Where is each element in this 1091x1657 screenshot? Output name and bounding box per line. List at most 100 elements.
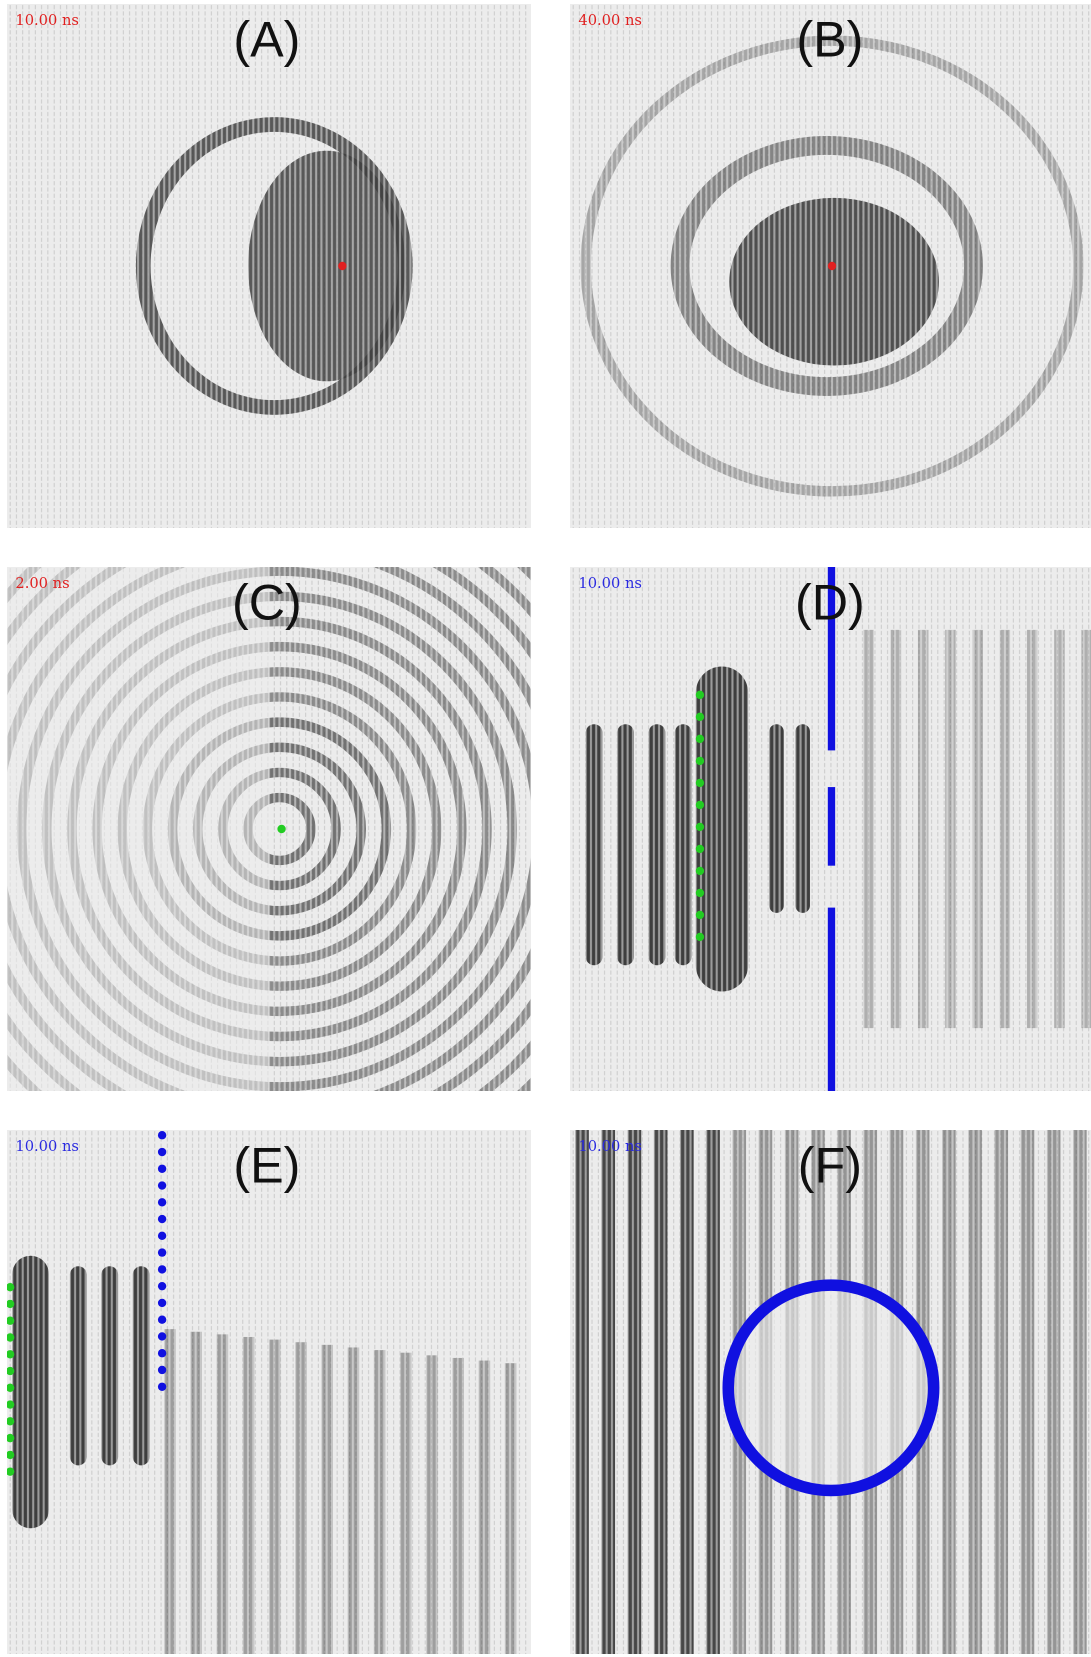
- wave-band: [575, 1130, 589, 1654]
- wave-band: [1026, 629, 1038, 1029]
- source: [7, 1400, 15, 1409]
- source: [7, 1450, 15, 1460]
- source: [695, 756, 705, 766]
- barrier-dot: [157, 1248, 167, 1257]
- panel: 10.00 ns (A): [7, 4, 531, 528]
- source: [7, 1299, 15, 1309]
- source: [7, 1417, 15, 1426]
- wave-band: [242, 1336, 255, 1654]
- source: [695, 822, 705, 832]
- wave-band: [648, 724, 666, 966]
- barrier-dot: [157, 1332, 167, 1341]
- field: [580, 35, 1084, 497]
- wave-band: [1054, 629, 1065, 1029]
- panel-label: (F): [798, 1136, 862, 1193]
- barrier-dot: [157, 1181, 167, 1190]
- panel-label: (A): [233, 10, 300, 67]
- wave-band: [295, 1342, 307, 1654]
- wave-band: [400, 1352, 412, 1654]
- wave-band: [585, 724, 603, 966]
- wave-band: [504, 1363, 517, 1654]
- barrier-dot: [157, 1382, 167, 1391]
- wave-band: [945, 629, 956, 1029]
- panel-label: (C): [232, 573, 302, 630]
- wave-band: [695, 666, 749, 992]
- barrier-dot: [157, 1198, 167, 1207]
- barrier-dot: [157, 1365, 167, 1375]
- wave-band: [994, 1130, 1009, 1654]
- source: [695, 844, 705, 854]
- barrier-dot: [157, 1164, 167, 1173]
- wave-band: [1046, 1130, 1061, 1654]
- barrier-dot: [157, 1265, 167, 1274]
- time-label: 10.00 ns: [578, 1138, 642, 1155]
- wave-band: [321, 1344, 333, 1654]
- source: [7, 1467, 15, 1476]
- wave-band: [190, 1331, 202, 1654]
- wave-band: [769, 724, 784, 913]
- source: [695, 888, 705, 898]
- barrier-dot: [157, 1349, 167, 1358]
- panel-label: (D): [795, 573, 865, 630]
- source: [695, 866, 705, 876]
- wave-band: [942, 1130, 956, 1654]
- time-label: 10.00 ns: [578, 575, 642, 592]
- wave-band: [132, 1266, 150, 1466]
- wave-band: [12, 1255, 49, 1529]
- wave-band: [69, 1266, 87, 1466]
- wave-band: [653, 1130, 668, 1654]
- barrier-dot: [157, 1131, 167, 1140]
- field: [7, 567, 531, 1091]
- wave-band: [101, 1266, 119, 1466]
- wave-band: [426, 1355, 438, 1654]
- panel: 40.00 ns (B): [570, 4, 1091, 528]
- fade: [7, 567, 269, 1091]
- wave-band: [968, 1130, 982, 1654]
- wave-band: [216, 1334, 229, 1654]
- wave-band: [917, 629, 929, 1029]
- barrier-dot: [157, 1231, 167, 1241]
- source: [7, 1333, 15, 1342]
- wall: [827, 907, 836, 1091]
- source: [7, 1366, 15, 1376]
- barrier-dot: [157, 1315, 167, 1324]
- panel: 10.00 ns (D): [570, 567, 1091, 1091]
- dark-region: [248, 150, 406, 382]
- wave-band: [680, 1130, 694, 1654]
- source: [7, 1316, 15, 1325]
- wave-band: [1073, 1130, 1087, 1654]
- source: [7, 1350, 15, 1359]
- panel: 10.00 ns (F): [570, 1130, 1091, 1654]
- wave-band: [627, 1130, 642, 1654]
- barrier-dot: [157, 1147, 167, 1157]
- source: [695, 734, 705, 744]
- source: [695, 932, 705, 942]
- barrier-dot: [157, 1214, 167, 1224]
- source: [277, 824, 286, 834]
- field: [585, 567, 1091, 1091]
- barrier-dot: [157, 1281, 167, 1291]
- source: [338, 261, 347, 271]
- wave-band: [863, 629, 874, 1029]
- wave-band: [601, 1130, 616, 1654]
- panel-label: (E): [233, 1136, 300, 1193]
- field: [135, 117, 413, 415]
- source: [7, 1433, 15, 1443]
- wave-band: [890, 629, 902, 1029]
- scatterer: [722, 1279, 940, 1497]
- wave-band: [999, 629, 1011, 1029]
- source: [695, 778, 705, 788]
- time-label: 2.00 ns: [15, 575, 69, 592]
- wave-band: [795, 724, 810, 913]
- source: [827, 261, 837, 271]
- wave-band: [972, 629, 983, 1029]
- wall: [827, 567, 836, 751]
- panel: 2.00 ns (C): [7, 567, 531, 1091]
- wave-band: [1081, 629, 1091, 1029]
- wavefront: [670, 136, 983, 396]
- wave-band: [617, 724, 634, 966]
- panel-label: (B): [796, 10, 863, 67]
- dark-region: [729, 197, 939, 366]
- wave-band: [478, 1360, 491, 1654]
